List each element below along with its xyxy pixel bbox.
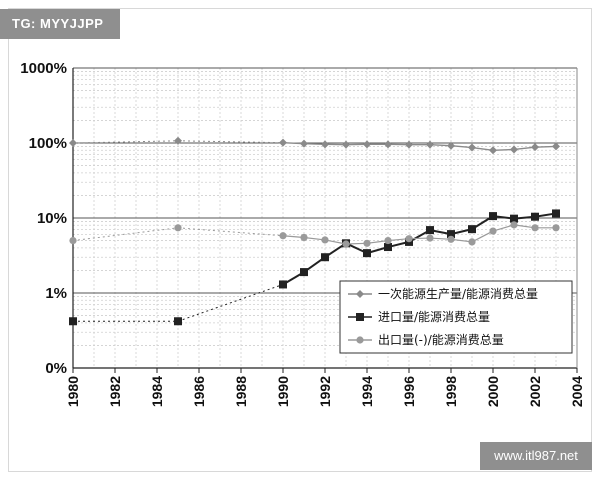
import-point <box>321 253 329 262</box>
export-point <box>69 236 77 245</box>
import-point <box>426 226 434 235</box>
primary-production-point <box>489 146 497 155</box>
y-tick-label: 1000% <box>20 60 67 77</box>
x-tick-label: 1988 <box>233 376 249 407</box>
export-point <box>384 236 392 245</box>
export-point <box>552 224 560 232</box>
x-tick-label: 1986 <box>191 376 207 407</box>
legend-box <box>339 280 573 354</box>
primary-production-point <box>300 139 308 148</box>
primary-production-point <box>174 136 182 145</box>
import-point <box>468 225 476 234</box>
export-point <box>426 234 434 242</box>
watermark-badge-top: TG: MYYJJPP <box>0 9 120 39</box>
import-point <box>531 212 539 221</box>
x-tick-label: 1994 <box>359 376 375 407</box>
export-point <box>510 221 518 229</box>
x-tick-label: 1998 <box>443 376 459 407</box>
export-point <box>279 232 287 240</box>
primary-production-point <box>363 140 371 149</box>
import-line-segment <box>177 283 284 322</box>
import-point <box>552 209 560 218</box>
y-tick-label: 100% <box>29 135 67 152</box>
legend-label: 进口量/能源消费总量 <box>378 310 490 324</box>
export-point <box>363 239 371 247</box>
export-point <box>531 224 539 232</box>
export-point <box>468 238 476 246</box>
y-tick-label: 0% <box>45 360 67 377</box>
x-tick-label: 2004 <box>569 376 585 407</box>
export-point <box>342 240 350 248</box>
x-tick-label: 1980 <box>65 376 81 407</box>
primary-production-point <box>342 140 350 149</box>
import-point <box>300 268 308 277</box>
legend-marker <box>356 313 364 321</box>
export-line-segment <box>492 224 515 232</box>
watermark-badge-bottom: www.itl987.net <box>480 442 592 470</box>
import-point <box>489 212 497 221</box>
import-point <box>69 317 77 326</box>
export-point <box>174 224 182 232</box>
legend-marker <box>356 290 364 298</box>
primary-production-point <box>279 138 287 147</box>
primary-production-point <box>468 143 476 152</box>
x-tick-label: 1992 <box>317 376 333 407</box>
import-point <box>174 317 182 326</box>
primary-production-point <box>384 140 392 149</box>
export-point <box>447 235 455 243</box>
x-tick-label: 1982 <box>107 376 123 407</box>
import-point <box>447 230 455 239</box>
import-point <box>510 214 518 223</box>
primary-production-point <box>531 143 539 152</box>
export-line-segment <box>471 230 494 243</box>
import-point <box>384 243 392 252</box>
primary-production-point <box>552 142 560 151</box>
x-tick-label: 1984 <box>149 376 165 407</box>
export-point <box>489 227 497 235</box>
export-point <box>321 236 329 244</box>
legend-label: 出口量(-)/能源消费总量 <box>378 333 504 347</box>
x-tick-label: 2002 <box>527 376 543 407</box>
primary-production-point <box>405 140 413 149</box>
export-point <box>300 233 308 242</box>
y-tick-label: 1% <box>45 285 67 302</box>
primary-production-point <box>510 145 518 154</box>
primary-production-point <box>447 141 455 150</box>
import-point <box>279 280 287 289</box>
import-point <box>363 249 371 258</box>
x-tick-label: 1990 <box>275 376 291 407</box>
y-tick-label: 10% <box>37 210 67 227</box>
primary-production-point <box>321 140 329 149</box>
primary-production-point <box>426 140 434 149</box>
primary-production-point <box>69 139 77 147</box>
x-tick-label: 1996 <box>401 376 417 407</box>
legend-label: 一次能源生产量/能源消费总量 <box>378 287 538 301</box>
legend-marker <box>356 336 364 344</box>
export-point <box>405 235 413 243</box>
x-tick-label: 2000 <box>485 376 501 407</box>
